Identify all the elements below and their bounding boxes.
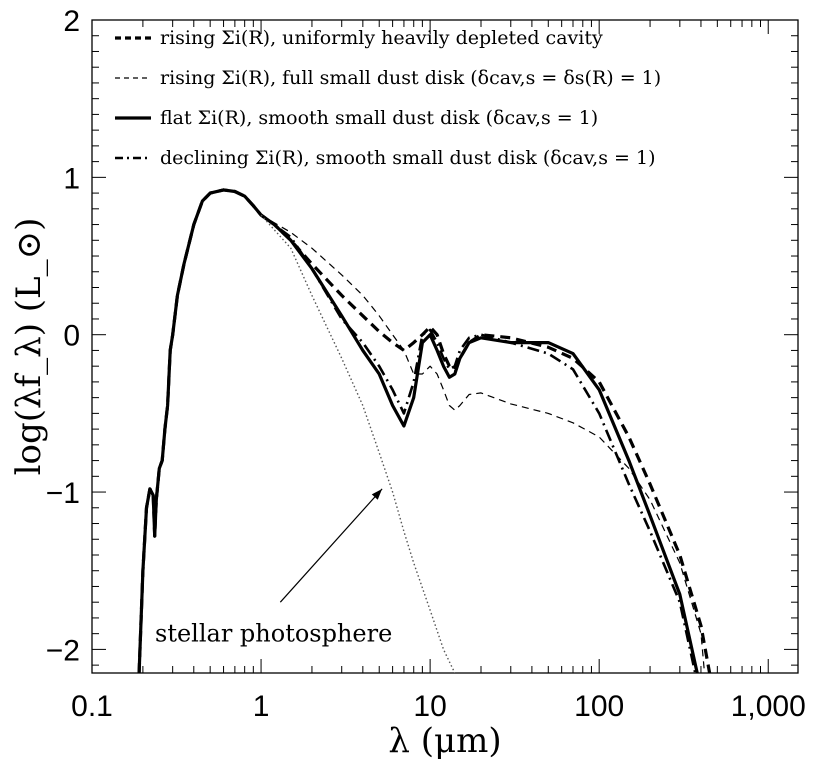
annotation-label: stellar photosphere: [155, 620, 392, 648]
plot-area: [91, 19, 799, 674]
annotation-arrow: [279, 488, 383, 603]
legend: rising Σi(R), uniformly heavily depleted…: [115, 27, 661, 169]
plot-frame: [91, 19, 799, 674]
y-tick-label: −2: [46, 634, 80, 667]
annotation-layer: stellar photosphere: [155, 488, 392, 648]
legend-label: rising Σi(R), uniformly heavily depleted…: [160, 27, 603, 49]
y-tick-label: 1: [63, 162, 80, 195]
y-tick-label: 2: [63, 5, 80, 38]
x-tick-label: 10: [413, 690, 446, 723]
series-line-thick-solid: [137, 188, 699, 673]
y-tick-label: 0: [63, 320, 80, 353]
series-line-dash-dot: [260, 214, 697, 673]
axis-ticks: [91, 19, 798, 673]
x-tick-label: 1,000: [731, 690, 806, 723]
legend-label: rising Σi(R), full small dust disk (δcav…: [160, 67, 661, 89]
legend-label: declining Σi(R), smooth small dust disk …: [160, 147, 655, 169]
y-tick-label: −1: [46, 477, 80, 510]
series-line-dotted: [260, 214, 456, 673]
x-tick-label: 0.1: [71, 690, 113, 723]
x-tick-label: 1: [253, 690, 270, 723]
x-tick-label: 100: [574, 690, 624, 723]
y-axis-title: log(λf_λ) (L_⊙): [9, 218, 49, 476]
series-line-thin-dashed: [260, 214, 706, 673]
series-layer: [137, 188, 712, 673]
annotation-arrowhead: [371, 488, 383, 500]
legend-label: flat Σi(R), smooth small dust disk (δcav…: [160, 107, 598, 129]
x-axis-title: λ (μm): [388, 721, 501, 761]
series-line-thick-dashed: [137, 188, 712, 673]
